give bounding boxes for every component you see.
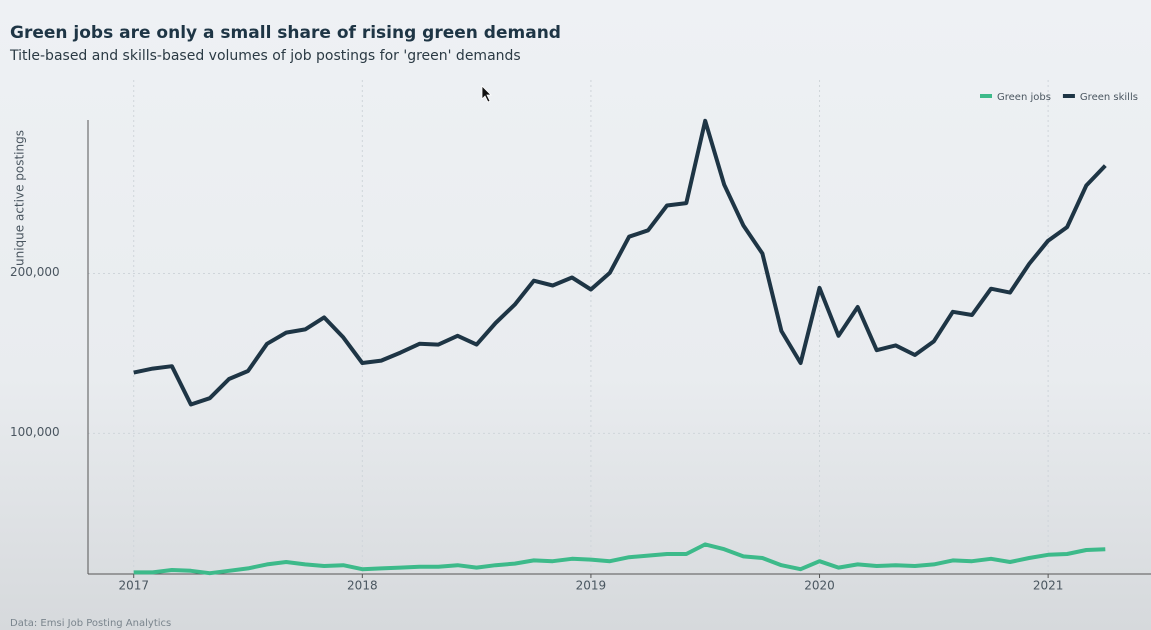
x-tick-label: 2018 [347,579,378,593]
legend-label: Green skills [1080,92,1138,103]
series-line [133,118,1107,407]
chart-title: Green jobs are only a small share of ris… [10,23,561,43]
x-tick-label: 2019 [576,579,607,593]
legend-label: Green jobs [997,92,1051,103]
y-tick-label: 100,000 [10,425,60,439]
chart-subtitle: Title-based and skills-based volumes of … [9,48,521,64]
x-tick-label: 2021 [1033,579,1064,593]
x-tick-label: 2020 [804,579,835,593]
series-line [133,542,1106,576]
x-tick-label: 2017 [118,579,149,593]
source: Data: Emsi Job Posting Analytics [10,618,171,629]
cursor [481,85,492,103]
y-axis-label: unique active postings [13,130,27,266]
y-tick-label: 200,000 [10,265,60,279]
